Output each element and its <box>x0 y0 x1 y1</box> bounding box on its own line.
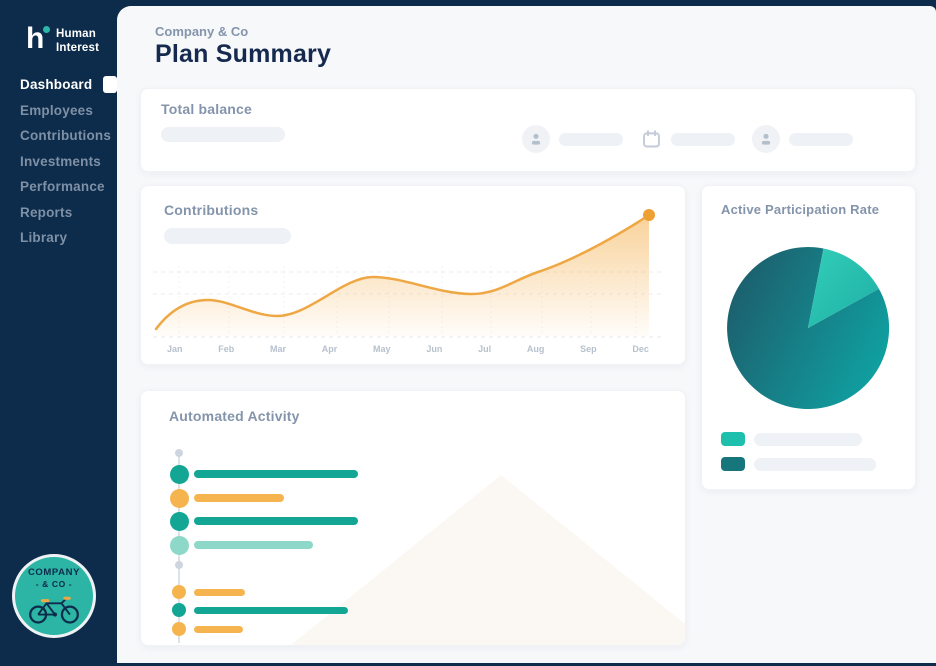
company-badge[interactable]: COMPANY - & CO - <box>12 554 96 638</box>
sidebar-item-label: Employees <box>20 102 94 118</box>
activity-dot <box>172 622 186 636</box>
bicycle-icon <box>29 596 79 624</box>
sidebar: h Human Interest Dashboard Employees Con… <box>0 0 117 666</box>
month-tick-label: Jun <box>426 344 443 354</box>
logo-word-line1: Human <box>56 28 96 40</box>
main-panel: Company & Co Plan Summary Total balance <box>117 6 936 663</box>
contributions-title: Contributions <box>164 202 259 218</box>
sidebar-item-contributions[interactable]: Contributions <box>0 123 117 149</box>
legend-swatch-light <box>721 432 745 446</box>
balance-value-skeleton <box>161 127 285 142</box>
participation-card: Active Participation Rate <box>701 185 916 490</box>
activity-bar <box>194 588 245 596</box>
participation-title: Active Participation Rate <box>721 202 880 217</box>
activity-dot <box>169 464 189 484</box>
activity-bar <box>194 606 348 614</box>
contributions-skeleton <box>164 228 291 244</box>
user-icon <box>761 133 771 145</box>
sidebar-item-investments[interactable]: Investments <box>0 149 117 175</box>
page-title: Plan Summary <box>155 40 332 68</box>
activity-bar <box>194 470 358 478</box>
stat-skeleton <box>559 132 623 146</box>
logo-h-icon: h <box>26 22 50 56</box>
contributions-area-chart <box>153 209 663 338</box>
legend-row <box>721 432 862 446</box>
legend-swatch-dark <box>721 457 745 471</box>
stat-skeleton <box>789 132 853 146</box>
avatar <box>752 125 780 153</box>
timeline-marker-dot <box>175 561 183 569</box>
chart-endpoint-dot <box>643 209 655 221</box>
legend-row <box>721 457 876 471</box>
logo-dot-icon <box>43 26 50 33</box>
month-tick-label: Dec <box>632 344 649 354</box>
sidebar-item-label: Performance <box>20 179 105 195</box>
month-tick-label: Mar <box>270 344 287 354</box>
activity-bar <box>194 541 313 549</box>
sidebar-item-label: Reports <box>20 204 73 220</box>
calendar-icon <box>643 130 660 148</box>
activity-timeline <box>141 391 685 645</box>
activity-bar <box>194 494 284 502</box>
human-interest-logo[interactable]: h Human Interest <box>26 24 99 56</box>
month-tick-label: May <box>373 344 391 354</box>
activity-dot <box>172 603 186 617</box>
month-tick-label: Jan <box>167 344 183 354</box>
breadcrumb-company: Company & Co <box>155 24 249 39</box>
logo-word-line2: Interest <box>56 41 100 54</box>
automated-activity-card: Automated Activity <box>140 390 686 646</box>
activity-dot <box>169 488 189 508</box>
timeline-marker-dot <box>175 449 183 457</box>
sidebar-item-dashboard[interactable]: Dashboard <box>0 72 117 98</box>
stat-date <box>641 129 735 150</box>
stat-participants <box>522 125 623 153</box>
sidebar-item-label: Investments <box>20 153 101 169</box>
sidebar-item-reports[interactable]: Reports <box>0 200 117 226</box>
month-tick-label: Apr <box>321 344 338 354</box>
activity-dot <box>169 535 189 555</box>
contributions-card: Contributions Jan Feb Mar Apr May Jun Jul Aug Se… <box>140 185 686 365</box>
avatar <box>522 125 550 153</box>
pie-slice-minor <box>808 248 879 328</box>
activity-bar <box>194 517 358 525</box>
automated-activity-title: Automated Activity <box>169 408 300 424</box>
company-badge-subname: - & CO - <box>35 579 73 589</box>
activity-dot <box>169 511 189 531</box>
logo-wordmark: Human Interest <box>56 28 99 56</box>
active-tab-indicator <box>103 76 117 93</box>
sidebar-item-library[interactable]: Library <box>0 225 117 251</box>
legend-skeleton <box>754 457 876 471</box>
sidebar-item-label: Library <box>20 230 68 246</box>
total-balance-card: Total balance <box>140 88 916 172</box>
logo-letter: h <box>26 22 45 55</box>
sidebar-nav: Dashboard Employees Contributions Invest… <box>0 72 117 251</box>
month-tick-label: Aug <box>526 344 545 354</box>
activity-dot <box>172 585 186 599</box>
month-tick-label: Sep <box>580 344 597 354</box>
user-icon <box>531 133 541 145</box>
activity-bar <box>194 625 243 633</box>
pie-slice-major <box>727 247 890 410</box>
stat-eligible <box>752 125 853 153</box>
company-badge-name: COMPANY <box>27 567 81 578</box>
total-balance-title: Total balance <box>161 101 253 117</box>
sidebar-item-label: Contributions <box>20 128 112 144</box>
sidebar-item-performance[interactable]: Performance <box>0 174 117 200</box>
sidebar-item-label: Dashboard <box>20 77 93 93</box>
participation-pie-chart <box>727 247 890 410</box>
sidebar-item-employees[interactable]: Employees <box>0 98 117 124</box>
legend-skeleton <box>754 432 862 446</box>
month-tick-label: Jul <box>478 344 492 354</box>
stat-skeleton <box>671 133 735 146</box>
month-tick-label: Feb <box>218 344 235 354</box>
month-labels: Jan Feb Mar Apr May Jun Jul Aug Sep Dec <box>167 344 649 354</box>
